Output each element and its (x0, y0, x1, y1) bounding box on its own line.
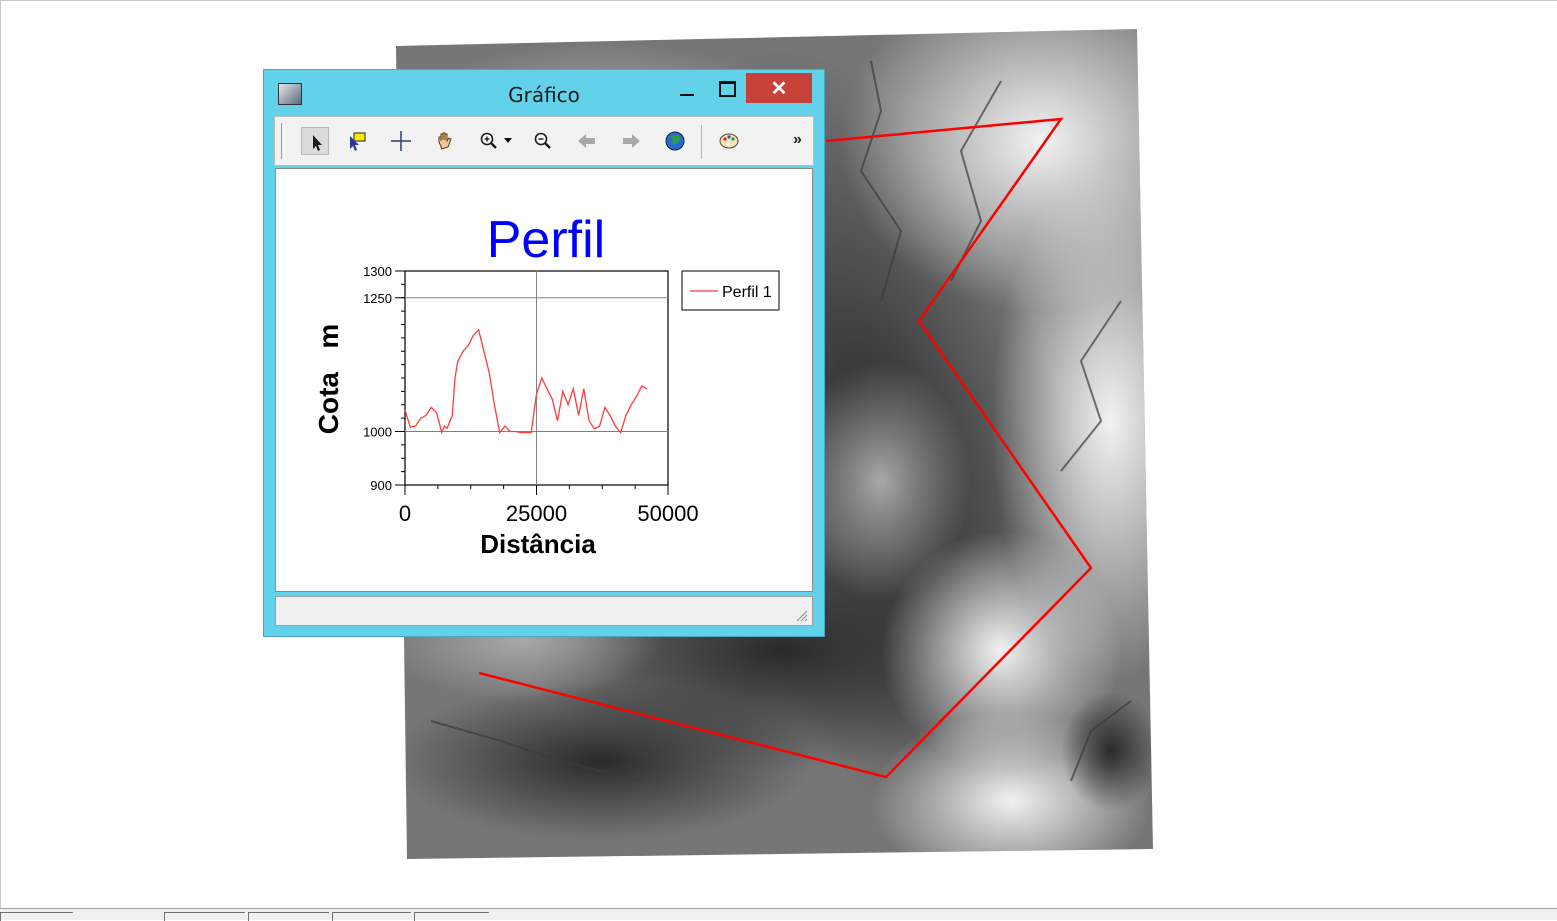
full-extent-button[interactable] (661, 127, 689, 155)
zoom-out-icon (534, 132, 551, 149)
x-axis-label: Distância (480, 529, 596, 559)
main-status-bar (0, 908, 1557, 921)
legend[interactable]: Perfil 1 (681, 270, 780, 311)
window-title: Gráfico (508, 83, 580, 107)
select-feature-button[interactable] (343, 127, 371, 155)
pointer-tool-button[interactable] (301, 127, 329, 155)
chart-area[interactable]: Perfil 1300 1250 1000 900 0 25000 50000 Cota … (275, 168, 813, 592)
x-tick-label: 50000 (637, 501, 698, 526)
crosshair-icon (391, 131, 411, 151)
x-tick-label: 25000 (506, 501, 567, 526)
series-line-perfil-1[interactable] (404, 328, 648, 435)
toolbar-separator (701, 125, 702, 159)
properties-button[interactable] (715, 127, 743, 155)
x-tick-label: 0 (399, 501, 411, 526)
status-segment (0, 912, 73, 921)
forward-arrow-icon (623, 134, 640, 148)
zoom-dropdown-button[interactable] (501, 127, 517, 155)
y-tick-label: 1250 (363, 291, 392, 306)
y-tick-label: 1300 (363, 264, 392, 279)
pointer-icon (313, 135, 322, 151)
y-tick-label: 1000 (363, 425, 392, 440)
app-logo-icon[interactable] (278, 83, 302, 105)
profile-chart[interactable]: Perfil 1300 1250 1000 900 0 25000 50000 Cota … (276, 169, 812, 591)
chart-toolbar: » (274, 116, 814, 166)
toolbar-grip[interactable] (281, 123, 285, 159)
y-tick-label: 900 (370, 478, 392, 493)
profile-trace-line[interactable] (478, 117, 1093, 779)
status-segment (414, 912, 489, 921)
status-segment (332, 912, 411, 921)
zoom-in-button[interactable] (475, 127, 503, 155)
back-button[interactable] (573, 127, 601, 155)
chart-title: Perfil (487, 211, 605, 269)
minimize-button[interactable] (668, 74, 704, 104)
zoom-out-button[interactable] (529, 127, 557, 155)
select-feature-icon (350, 132, 366, 151)
crosshair-button[interactable] (387, 127, 415, 155)
toolbar-overflow-button[interactable]: » (793, 131, 802, 148)
close-button[interactable]: ✕ (746, 73, 812, 103)
chart-window[interactable]: Gráfico ✕ (263, 69, 825, 637)
forward-button[interactable] (617, 127, 645, 155)
globe-icon (665, 131, 685, 151)
status-segment (164, 912, 245, 921)
pan-button[interactable] (431, 127, 459, 155)
zoom-in-icon (480, 132, 497, 149)
status-segment (248, 912, 329, 921)
resize-grip-icon[interactable] (794, 608, 808, 622)
palette-icon (719, 133, 739, 149)
back-arrow-icon (578, 134, 595, 148)
chart-status-panel (275, 596, 813, 626)
zoom-dropdown-icon (504, 138, 512, 143)
maximize-button[interactable] (708, 74, 742, 104)
window-titlebar[interactable]: Gráfico ✕ (264, 70, 824, 114)
y-axis-label: Cota m (313, 324, 344, 434)
legend-entry-perfil-1: Perfil 1 (722, 284, 772, 301)
pan-hand-icon (438, 132, 452, 150)
close-icon: ✕ (770, 78, 788, 100)
